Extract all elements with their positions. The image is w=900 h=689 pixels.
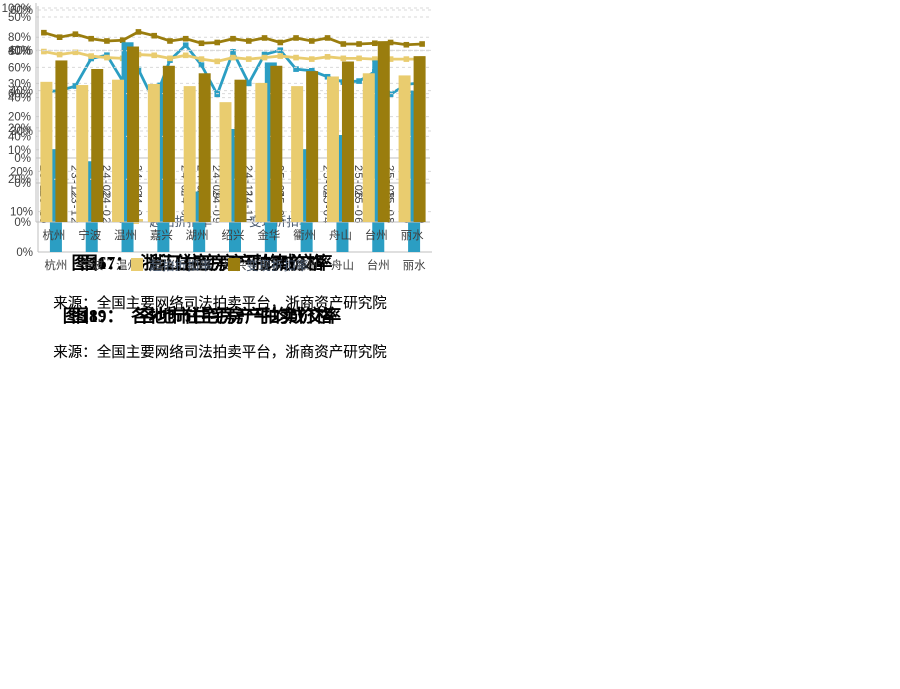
legend-item-bianxian: 变现折扣率 — [228, 255, 309, 274]
svg-text:湖州: 湖州 — [188, 258, 211, 272]
svg-text:40%: 40% — [8, 45, 31, 57]
fig16-caption-number: 图16： — [71, 253, 125, 273]
legend-label-bianxian: 变现折扣率 — [246, 259, 309, 273]
fig18-caption-title: 各地市住宅房产平均成交率 — [131, 306, 342, 326]
svg-text:25-06: 25-06 — [352, 165, 364, 200]
svg-text:25-06: 25-06 — [352, 190, 364, 225]
svg-text:0%: 0% — [16, 247, 33, 259]
svg-text:台州: 台州 — [367, 258, 390, 272]
svg-text:20%: 20% — [8, 112, 31, 124]
fig16-source: 来源：全国主要网络司法拍卖平台，浙商资产研究院 — [53, 296, 387, 312]
svg-text:100%: 100% — [2, 3, 31, 15]
fig19-caption-number: 图19： — [71, 306, 125, 326]
svg-text:杭州: 杭州 — [44, 258, 67, 272]
svg-text:丽水: 丽水 — [403, 259, 426, 272]
fig18-caption-number: 图18： — [62, 306, 116, 326]
svg-text:绍兴: 绍兴 — [222, 228, 245, 242]
svg-text:舟山: 舟山 — [329, 228, 352, 242]
svg-text:60%: 60% — [8, 62, 31, 74]
qipai-square-swatch-icon — [131, 258, 144, 271]
svg-text:60%: 60% — [10, 5, 33, 17]
fig18-caption: 图18： 各地市住宅房产平均成交率 — [0, 303, 440, 328]
svg-text:50%: 50% — [8, 12, 31, 24]
fig17-caption-number: 图17： — [80, 253, 133, 273]
svg-text:0%: 0% — [14, 153, 31, 165]
svg-text:0%: 0% — [14, 217, 31, 229]
fig19-caption: 图19： 各地市住宅房产拍卖价格 — [0, 303, 440, 328]
svg-text:80%: 80% — [8, 46, 31, 58]
svg-text:金华: 金华 — [259, 258, 282, 272]
fig19-legend: 起拍折扣率 变现折扣率 — [0, 255, 440, 274]
svg-text:30%: 30% — [10, 126, 33, 138]
svg-text:30%: 30% — [8, 78, 31, 90]
fig19-grouped-bar-chart: 0% 20% 40% 60% 80% 100% 杭州 宁波 温州 嘉兴 湖州 绍兴 金华 衢州 舟山 台州 丽水 — [0, 0, 440, 251]
svg-text:台州: 台州 — [365, 228, 388, 242]
svg-text:10%: 10% — [10, 207, 33, 219]
fig18-bar-chart: 0%10%20%30%40%50%60%杭州宁波温州嘉兴湖州绍兴金华衢州舟山台州… — [0, 0, 440, 281]
bianxian-square-swatch-icon — [228, 258, 240, 271]
svg-text:24-09: 24-09 — [210, 165, 222, 200]
svg-text:杭州: 杭州 — [42, 228, 65, 242]
svg-text:40%: 40% — [10, 86, 33, 98]
svg-text:湖州: 湖州 — [186, 228, 209, 242]
svg-text:50%: 50% — [10, 45, 33, 57]
svg-text:衢州: 衢州 — [295, 258, 318, 272]
fig17-source: 来源：全国主要网络司法拍卖平台，浙商资产研究院 — [53, 296, 387, 312]
svg-text:20%: 20% — [8, 123, 31, 135]
svg-text:舟山: 舟山 — [331, 258, 354, 272]
svg-text:宁波: 宁波 — [78, 228, 101, 242]
svg-text:温州: 温州 — [114, 228, 137, 242]
svg-text:24-09: 24-09 — [210, 190, 222, 225]
svg-text:10%: 10% — [8, 145, 31, 157]
svg-text:40%: 40% — [8, 131, 31, 143]
legend-item-qipai: 起拍折扣率 — [131, 255, 212, 274]
svg-text:衢州: 衢州 — [293, 228, 316, 242]
svg-text:嘉兴: 嘉兴 — [150, 229, 173, 242]
legend-label-qipai: 起拍折扣率 — [149, 259, 212, 273]
svg-text:60%: 60% — [8, 89, 31, 101]
svg-text:嘉兴: 嘉兴 — [152, 259, 175, 272]
svg-text:20%: 20% — [10, 166, 33, 178]
svg-text:40%: 40% — [8, 93, 31, 105]
svg-text:80%: 80% — [8, 32, 31, 44]
svg-text:宁波: 宁波 — [80, 258, 103, 272]
fig18-source: 来源：全国主要网络司法拍卖平台，浙商资产研究院 — [53, 345, 387, 361]
svg-text:金华: 金华 — [257, 228, 280, 242]
svg-text:0%: 0% — [14, 178, 31, 190]
svg-text:20%: 20% — [8, 174, 31, 186]
fig19-source: 来源：全国主要网络司法拍卖平台，浙商资产研究院 — [53, 345, 387, 361]
fig19-caption-title: 各地市住宅房产拍卖价格 — [140, 306, 333, 326]
svg-text:丽水: 丽水 — [401, 229, 424, 242]
